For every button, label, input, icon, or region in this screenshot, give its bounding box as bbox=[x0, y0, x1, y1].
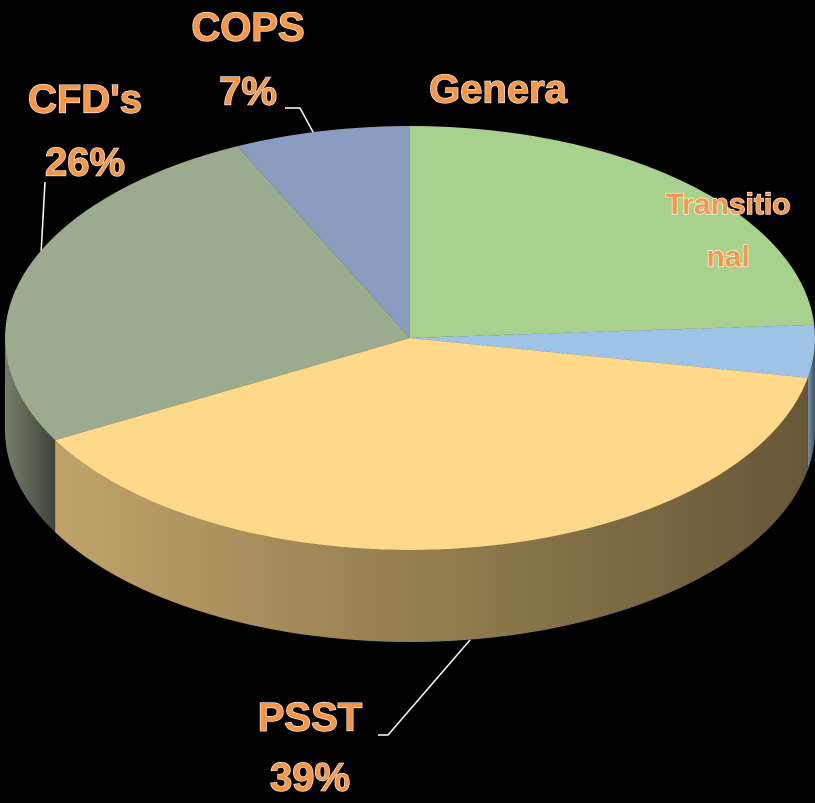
category-label: CFD's bbox=[28, 78, 142, 122]
pie-side bbox=[5, 338, 56, 533]
pie-side bbox=[807, 338, 815, 470]
pie-side bbox=[55, 377, 808, 642]
value-label: 39% bbox=[270, 756, 350, 800]
category-label: Genera bbox=[429, 68, 568, 112]
pie-slice bbox=[410, 126, 815, 338]
label-line: nal bbox=[706, 240, 749, 273]
pie-slice bbox=[5, 146, 410, 441]
value-label: 7% bbox=[219, 70, 277, 114]
value-label: 26% bbox=[45, 141, 125, 185]
category-label: PSST bbox=[258, 696, 362, 740]
category-label: Transitio nal bbox=[665, 188, 790, 274]
category-label: COPS bbox=[191, 6, 304, 50]
leader-line bbox=[378, 639, 471, 736]
pie-slice bbox=[410, 324, 815, 378]
pie-slice bbox=[237, 126, 410, 338]
label-line: Transitio bbox=[665, 188, 790, 221]
pie-slice bbox=[55, 338, 808, 550]
